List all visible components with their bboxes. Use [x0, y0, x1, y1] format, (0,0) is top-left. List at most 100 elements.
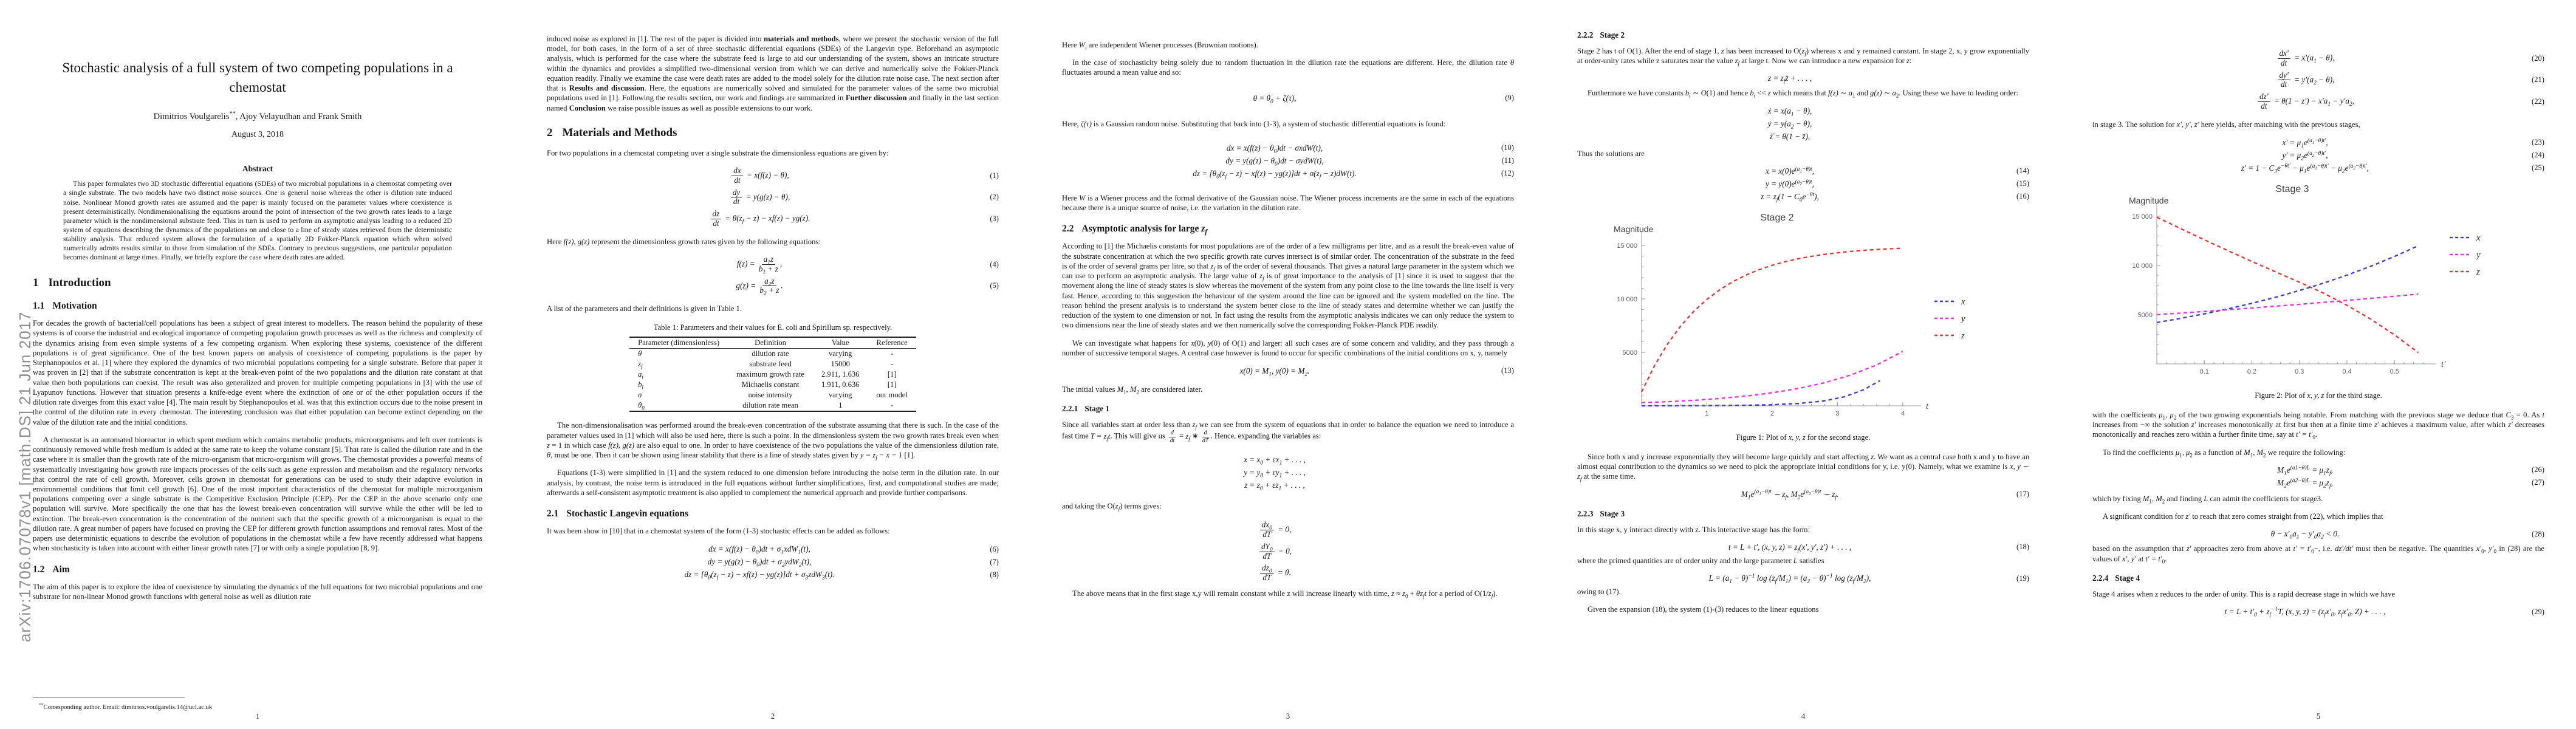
equation-6: dx = x(f(z) − θ0)dt + σ1xdW1(t), (6)	[708, 544, 999, 556]
date: August 3, 2018	[231, 130, 284, 140]
chart-title: Stage 3	[2275, 184, 2309, 194]
series-x	[2156, 245, 2419, 323]
page-number: 1	[255, 712, 260, 720]
equation-1: dx dt = x(f(z) − θ), (1)	[547, 166, 999, 185]
equation-number: (5)	[990, 281, 999, 290]
y-tick-label: 10 000	[2132, 262, 2153, 270]
figure-2-caption: Figure 2: Plot of x, y, z for the third …	[2255, 391, 2382, 400]
y-axis-label: Magnitude	[2129, 196, 2169, 205]
paragraph: According to [1] the Michaelis constants…	[1062, 242, 1514, 330]
equation-number: (23)	[2532, 138, 2544, 147]
equation-group: t = L + t′0 + zf−1T, (x, y, z) = (zfx′0,…	[2092, 607, 2544, 618]
equation-group: t = L + t′, (x, y, z) = zf(x′, y′, z′) +…	[1577, 542, 2029, 553]
x-tick-label: 3	[1835, 410, 1839, 417]
subsubsection-stage3: 2.2.3 Stage 3	[1577, 508, 1625, 518]
equation-17: M1e(a1−θ)t ∼ zf, M2e(a2−θ)t ∼ zf. (17)	[1741, 489, 2029, 501]
equation-number: (17)	[2016, 490, 2029, 499]
figure-1: Stage 2 Magnitude t 1 2 3 4 5000 10 000 15 000 x y z	[1603, 210, 2004, 427]
table-1: Table 1: Parameters and their values for…	[547, 323, 999, 412]
x-axis-label: t	[1926, 402, 1929, 411]
equation-16: z = zf(1 − C0e−θt), (16)	[1761, 191, 2029, 204]
paragraph: Equations (1-3) were simplified in [1] a…	[547, 468, 999, 497]
legend-label-y: y	[1960, 314, 1965, 324]
paragraph: We can investigate what happens for x(0)…	[1062, 338, 1515, 357]
ode-x: ẋ = x(a1 − θ),	[1767, 106, 1812, 118]
equation-10: dx = x(f(z) − θ0)dt − σxdW(t), (10)	[1226, 143, 1514, 155]
column-header: Definition	[755, 338, 786, 347]
equation-number: (22)	[2532, 97, 2544, 106]
table-row: σ noise intensity varying our model	[638, 391, 908, 400]
equation-group: θ = θ0 + ζ(τ), (9)	[1062, 93, 1514, 105]
page-number: 4	[1801, 712, 1806, 720]
arxiv-watermark: arXiv:1706.07078v1 [math.DS] 21 Jun 2017	[16, 311, 34, 642]
paragraph: The above means that in the first stage …	[1072, 589, 1498, 600]
z-expansion: z = zfz̄ + . . . ,	[1767, 74, 1812, 86]
y-tick-label: 5000	[1623, 349, 1637, 357]
chart-axes	[2156, 203, 2436, 364]
equation-8: dz = [θ0(zf − z) − xf(z) − yg(z)]dt + σ3…	[684, 570, 999, 581]
equation-group: x = x0 + εx1 + . . . , y = y0 + εy1 + . …	[1062, 455, 1514, 492]
equation-number: (27)	[2532, 478, 2544, 487]
column-header: Reference	[876, 338, 908, 347]
section-introduction: 1 Introduction	[33, 276, 111, 290]
equation-number: (7)	[990, 557, 999, 566]
paragraph: Stage 2 has t of O(1). After the end of …	[1577, 47, 2029, 67]
equation-number: (11)	[1501, 156, 1514, 165]
x-tick-label: 0.5	[2390, 368, 2399, 375]
equation-26: M1e(a1−θ)L = μ1zf, (26)	[2277, 465, 2544, 477]
figure-2: Stage 3 Magnitude t′ 0.1 0.2 0.3 0.4 0.5 5000 10 …	[2118, 182, 2519, 385]
page-4: 2.2.2 Stage 2 Stage 2 has t of O(1). Afte…	[1546, 0, 2061, 729]
equation-9: θ = θ0 + ζ(τ), (9)	[1253, 93, 1514, 105]
paragraph: In this stage x, y interact directly wit…	[1577, 525, 1810, 534]
paragraph: Thus the solutions are	[1577, 149, 1645, 158]
equation-3: dz dt = θ(zf − z) − xf(z) − yg(z). (3)	[547, 209, 999, 228]
equation-23: x′ = μ1e(a1−θ)t′, (23)	[2282, 137, 2544, 149]
equation-number: (9)	[1505, 94, 1514, 103]
equation-7: dy = y(g(z) − θ0)dt + σ2ydW2(t), (7)	[707, 557, 999, 569]
subsection-langevin: 2.1 Stochastic Langevin equations	[547, 508, 689, 519]
equation-number: (29)	[2532, 607, 2544, 616]
x-tick-label: 4	[1901, 410, 1905, 417]
equation-24: y′ = μ2e(a2−θ)t′, (24)	[2282, 150, 2544, 162]
subsubsection-stage1: 2.2.1 Stage 1	[1062, 404, 1110, 414]
page-number: 2	[770, 712, 775, 720]
section-materials-methods: 2 Materials and Methods	[547, 126, 677, 139]
equation-number: (3)	[990, 214, 999, 224]
equation-14: x = x(0)e(a1−θ)t, (14)	[1766, 166, 2029, 176]
equation-number: (15)	[2016, 179, 2029, 188]
paragraph: Here W is a Wiener process and the forma…	[1062, 193, 1514, 213]
derivative-z0: dz0 dT = θ.	[1062, 564, 1514, 583]
equation-12: dz = [θ0(zf − z) − xf(z) − yg(z)]dt + σ(…	[1193, 168, 1514, 180]
column-header: Parameter (dimensionless)	[638, 338, 720, 347]
equation-number: (20)	[2532, 53, 2544, 63]
derivative-y0: dY0 dT = 0,	[1062, 542, 1514, 561]
paragraph: To find the coefficients μ1, μ2 as a fun…	[2103, 448, 2346, 459]
paragraph: with the coefficients μ1, μ2 of the two …	[2092, 410, 2544, 440]
equation-group: f(z) = a1z b1 + z, (4) g(z) = a2z b2 + z. (5…	[547, 255, 999, 297]
y-tick-label: 10 000	[1617, 296, 1637, 303]
expansion-z: z = z0 + εz1 + . . . ,	[1244, 481, 1305, 492]
equation-group: z = zfz̄ + . . . ,	[1577, 74, 2029, 86]
equation-number: (13)	[1501, 366, 1514, 375]
page-5: dx′ dt = x′(a1 − θ), (20) dy′ dt = y′(a2 − …	[2061, 0, 2576, 729]
abstract-heading: Abstract	[242, 164, 273, 174]
equation-group: dx′ dt = x′(a1 − θ), (20) dy′ dt = y′(a2 − …	[2092, 49, 2544, 111]
x-tick-label: 2	[1770, 410, 1774, 417]
equation-group: M1e(a1−θ)t ∼ zf, M2e(a2−θ)t ∼ zf. (17)	[1577, 489, 2029, 501]
equation-number: (21)	[2532, 75, 2544, 84]
footnote: **Corresponding author. Email: dimitrios…	[39, 702, 213, 711]
figure-2-chart: Stage 3 Magnitude t′ 0.1 0.2 0.3 0.4 0.5 5000 10 …	[2118, 182, 2519, 385]
subsubsection-stage4: 2.2.4 Stage 4	[2092, 573, 2140, 583]
equation-27: M2e(a2−θ)L = μ2zf, (27)	[2277, 477, 2544, 490]
equation-number: (10)	[1501, 143, 1514, 152]
paragraph: Since all variables start at order less …	[1062, 420, 1514, 444]
equation-number: (26)	[2532, 465, 2544, 474]
expansion-y: y = y0 + εy1 + . . . ,	[1244, 468, 1306, 479]
equation-group: M1e(a1−θ)L = μ1zf, (26) M2e(a2−θ)L = μ2zf…	[2092, 465, 2544, 490]
equation-group: x = x(0)e(a1−θ)t, (14) y = y(0)e(a2−θ)t,(…	[1577, 166, 2029, 204]
table-row: θ dilution rate varying -	[638, 349, 894, 358]
expansion-x: x = x0 + εx1 + . . . ,	[1244, 455, 1306, 467]
equation-number: (16)	[2016, 192, 2029, 201]
paragraph: Stage 4 arises when z reduces to the ord…	[2092, 589, 2395, 598]
equation-number: (2)	[990, 193, 999, 202]
